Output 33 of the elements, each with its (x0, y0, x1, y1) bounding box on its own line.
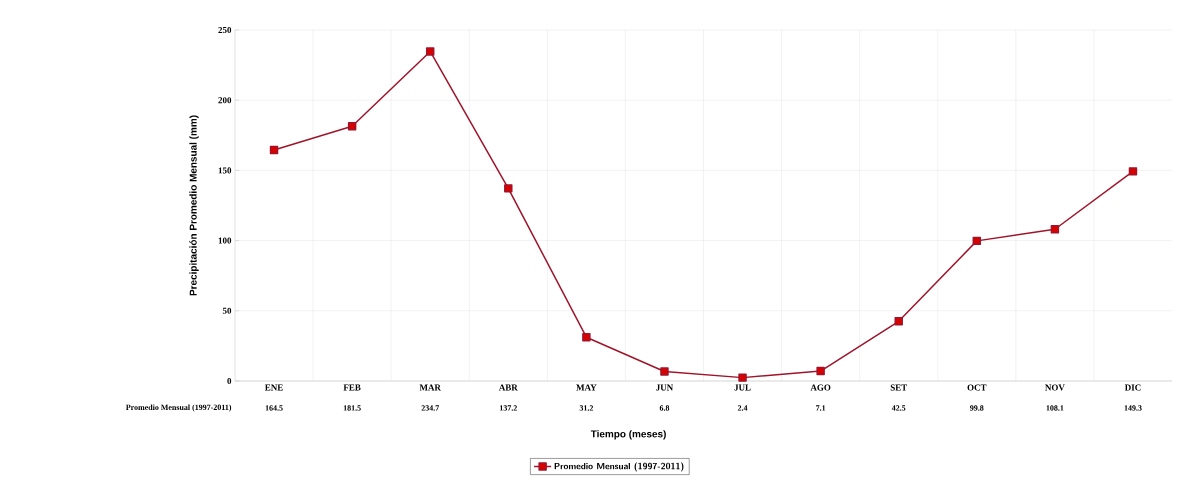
x-tick-label: AGO (810, 384, 831, 391)
point (972, 236, 982, 246)
x-tick-label: SET (890, 384, 908, 391)
y-tick-label: 100 (218, 237, 232, 244)
x-tick-label: FEB (343, 384, 361, 391)
point (738, 373, 747, 382)
y-tick-label: 150 (218, 167, 232, 174)
x-tick-label: JUL (734, 384, 751, 391)
x-tick-label: DIC (1124, 384, 1141, 391)
x-axis-title: Tiempo (meses) (590, 430, 666, 440)
x-tick-label: MAR (419, 384, 442, 391)
point (347, 121, 357, 131)
y-tick-label: 200 (218, 97, 232, 104)
point (425, 47, 435, 56)
legend-label: Promedio Mensual (1997-2011) (554, 462, 684, 472)
point (660, 367, 669, 376)
x-tick-label: MAY (576, 384, 597, 391)
point (269, 145, 279, 155)
y-tick-label: 0 (227, 377, 232, 385)
point (816, 366, 825, 376)
y-tick-label: 250 (218, 26, 232, 34)
x-tick-label: OCT (967, 384, 987, 391)
y-tick-label: 50 (222, 307, 232, 314)
point (504, 184, 513, 193)
point (582, 332, 591, 342)
y-axis-title: Precipitación Promedio Mensual (mm) (189, 115, 199, 296)
x-tick-label: JUN (656, 384, 674, 391)
point (894, 317, 903, 326)
x-tick-label: ENE (264, 384, 283, 391)
x-tick-label: ABR (498, 384, 518, 391)
point (1128, 167, 1138, 176)
point (1050, 224, 1060, 234)
x-tick-label: NOV (1045, 384, 1065, 391)
